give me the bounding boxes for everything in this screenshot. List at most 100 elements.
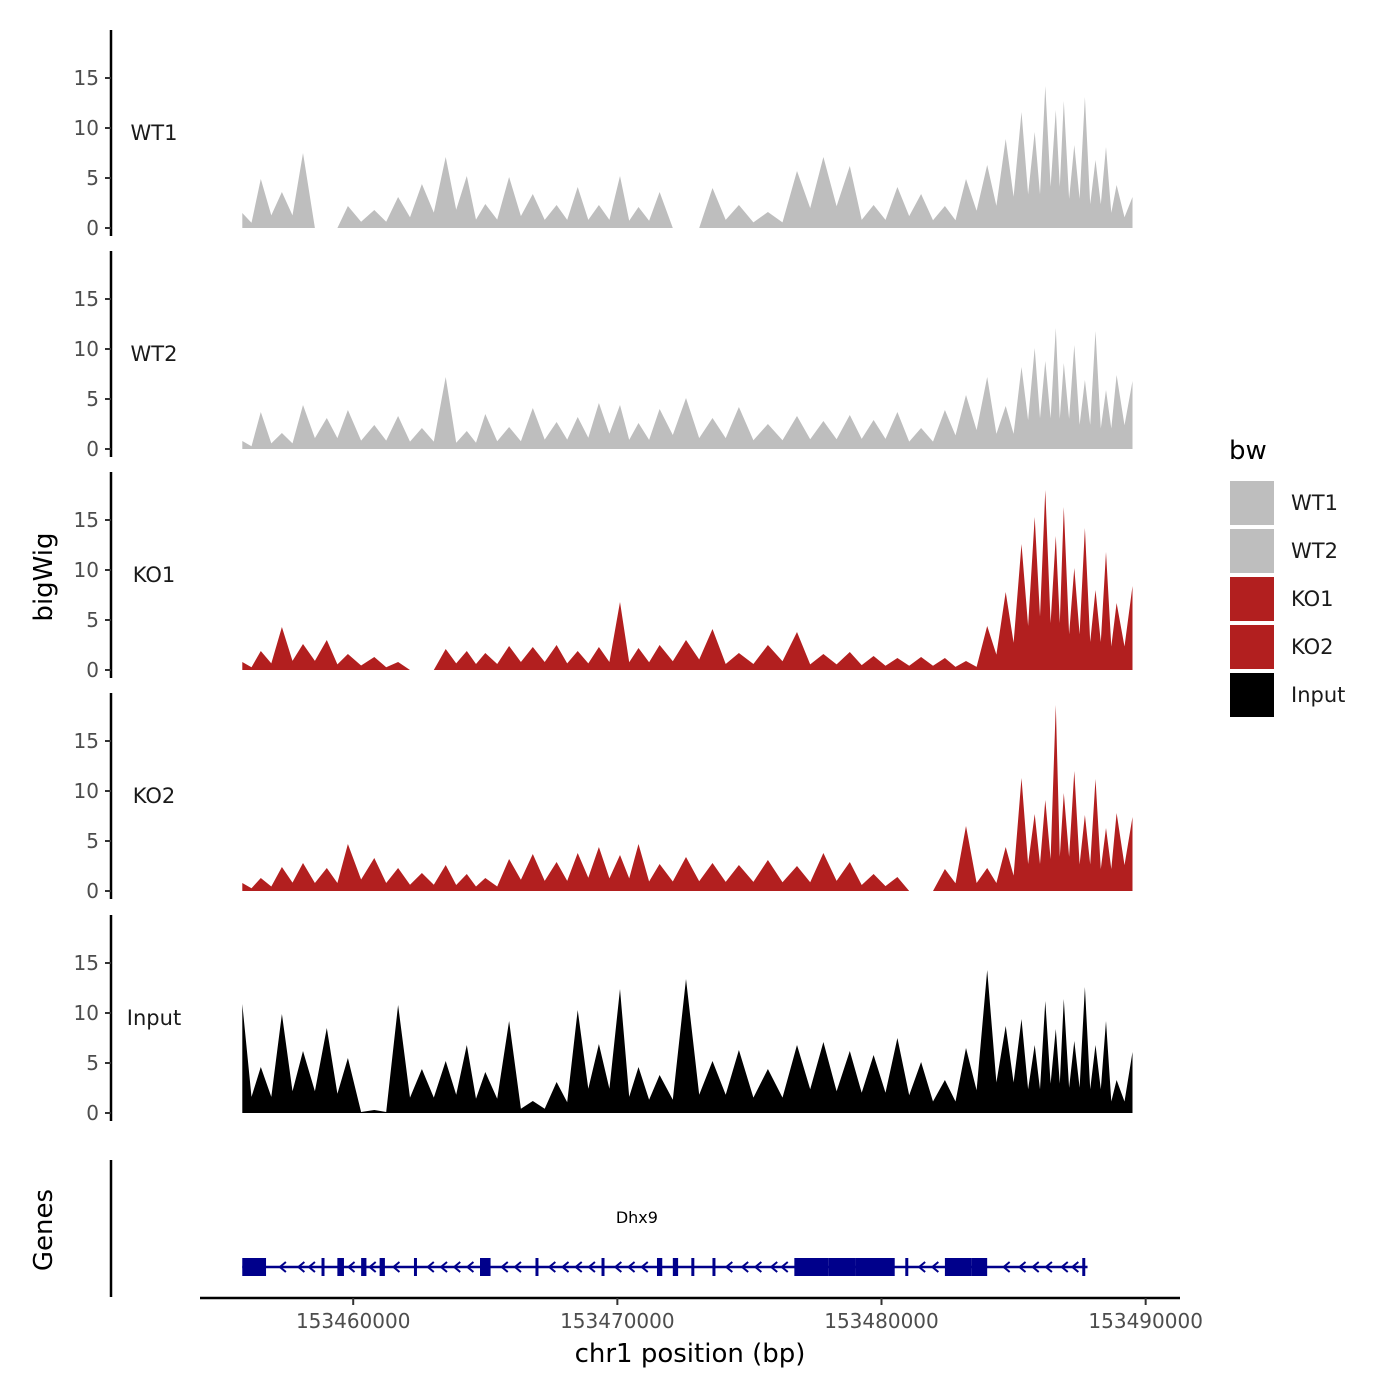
strand-arrow (547, 1261, 556, 1273)
strand-arrow (465, 1261, 475, 1273)
exon (242, 1258, 267, 1276)
legend-label-wt2: WT2 (1291, 539, 1338, 563)
legend-label-ko2: KO2 (1291, 635, 1334, 659)
strand-arrow (307, 1261, 316, 1273)
legend-key-ko1 (1230, 577, 1274, 621)
y-tick-label-wt2-5: 5 (86, 387, 99, 411)
area-wt2 (242, 328, 1133, 449)
strand-arrow (780, 1261, 789, 1273)
y-tick-label-ko1-0: 0 (86, 658, 99, 682)
y-tick-label-wt2-10: 10 (74, 337, 99, 361)
strand-arrow (1060, 1261, 1069, 1273)
strand-arrow (724, 1261, 733, 1273)
strand-arrow (426, 1261, 435, 1273)
exon (905, 1258, 909, 1276)
x-tick-label-153480000: 153480000 (824, 1309, 939, 1333)
y-tick-label-wt1-5: 5 (86, 166, 99, 190)
track-wt1: 0 5 10 15 WT1 (74, 30, 1133, 240)
y-tick-label-input-0: 0 (86, 1101, 99, 1125)
legend: bw WT1 WT2 KO1 KO2 Input (1229, 436, 1345, 717)
gene-dhx9: Dhx9 (242, 1208, 1088, 1276)
exon (794, 1258, 829, 1276)
x-tick-label-153460000: 153460000 (296, 1309, 411, 1333)
y-tick-label-ko1-15: 15 (74, 508, 99, 532)
strand-arrow (452, 1261, 461, 1273)
strand-arrow (391, 1261, 401, 1273)
exon (535, 1258, 539, 1276)
exon (379, 1258, 385, 1276)
y-tick-label-wt2-0: 0 (86, 437, 99, 461)
exon (656, 1258, 663, 1276)
exon (413, 1258, 417, 1276)
gene-label-dhx9: Dhx9 (616, 1208, 658, 1227)
track-label-wt1: WT1 (131, 121, 178, 145)
x-axis: 153460000 153470000 153480000 153490000 (200, 1296, 1203, 1333)
y-tick-label-input-15: 15 (74, 951, 99, 975)
legend-key-wt2 (1230, 529, 1274, 573)
exon (672, 1258, 679, 1276)
exon (971, 1258, 988, 1276)
strand-arrow (278, 1261, 287, 1273)
y-tick-label-wt1-15: 15 (74, 66, 99, 90)
strand-arrow (1031, 1261, 1040, 1273)
area-wt1 (242, 86, 1133, 228)
y-tick-label-ko2-5: 5 (86, 829, 99, 853)
legend-key-wt1 (1230, 481, 1274, 525)
track-ko2: 0 5 10 15 KO2 (74, 693, 1133, 903)
strand-arrow (560, 1261, 570, 1273)
strand-arrow (740, 1261, 749, 1273)
strand-arrow (587, 1261, 596, 1273)
y-tick-label-ko2-0: 0 (86, 879, 99, 903)
area-input (242, 970, 1133, 1113)
exon (944, 1258, 972, 1276)
y-tick-label-wt1-10: 10 (74, 116, 99, 140)
strand-arrow (1070, 1261, 1079, 1273)
track-label-ko1: KO1 (133, 563, 176, 587)
strand-arrow (368, 1261, 377, 1273)
exon (601, 1258, 605, 1276)
y-tick-label-input-10: 10 (74, 1001, 99, 1025)
y-axis-title: bigWig (29, 532, 59, 621)
legend-title: bw (1229, 436, 1267, 466)
track-wt2: 0 5 10 15 WT2 (74, 251, 1133, 461)
gene-track: Dhx9 (109, 1160, 1088, 1297)
legend-key-input (1230, 673, 1274, 717)
legend-key-ko2 (1230, 625, 1274, 669)
strand-arrow (753, 1261, 762, 1273)
exon (1082, 1258, 1086, 1276)
track-label-input: Input (127, 1006, 181, 1030)
strand-arrow (769, 1261, 778, 1273)
genes-axis-title: Genes (29, 1189, 59, 1271)
strand-arrow (574, 1261, 583, 1273)
strand-arrow (1017, 1261, 1027, 1273)
x-tick-label-153470000: 153470000 (560, 1309, 675, 1333)
exon (712, 1258, 716, 1276)
track-ko1: 0 5 10 15 KO1 (74, 472, 1133, 682)
strand-arrow (1002, 1261, 1011, 1273)
exon (828, 1258, 856, 1276)
strand-arrow (640, 1261, 649, 1273)
y-tick-label-input-5: 5 (86, 1051, 99, 1075)
signal-tracks: 0 5 10 15 WT1 0 5 10 15 WT2 0 5 10 15 KO1 0 5 10 15 KO2 0 5 10… (74, 30, 1133, 1125)
strand-arrow (439, 1261, 448, 1273)
area-ko1 (242, 490, 1133, 670)
strand-arrow (296, 1261, 306, 1273)
strand-arrow (627, 1261, 636, 1273)
x-tick-label-153490000: 153490000 (1088, 1309, 1203, 1333)
y-tick-label-ko2-10: 10 (74, 779, 99, 803)
area-ko2 (242, 705, 1133, 891)
strand-arrow (513, 1261, 522, 1273)
y-tick-label-ko1-10: 10 (74, 558, 99, 582)
strand-arrow (930, 1261, 939, 1273)
exon (321, 1258, 325, 1276)
exon (337, 1258, 344, 1276)
y-tick-label-ko2-15: 15 (74, 729, 99, 753)
exon (480, 1258, 491, 1276)
exon (855, 1258, 895, 1276)
y-tick-label-wt1-0: 0 (86, 216, 99, 240)
legend-label-ko1: KO1 (1291, 587, 1334, 611)
strand-arrow (1044, 1261, 1053, 1273)
track-input: 0 5 10 15 Input (74, 915, 1133, 1125)
y-tick-label-wt2-15: 15 (74, 287, 99, 311)
